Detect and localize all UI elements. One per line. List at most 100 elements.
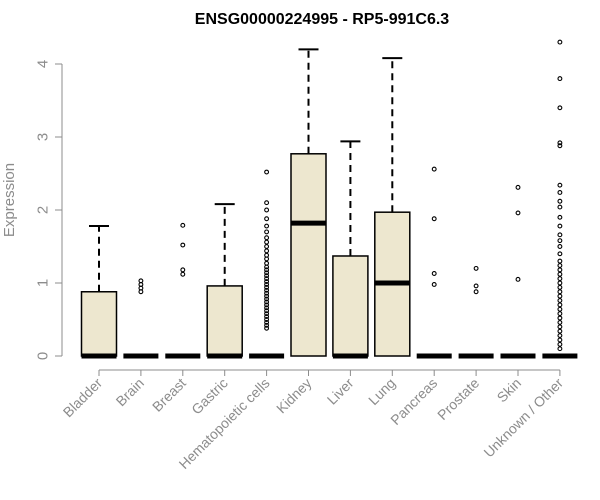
outlier-point: [264, 296, 270, 302]
x-tick-label: Breast: [149, 375, 189, 415]
box-skin: [500, 184, 536, 359]
x-tick-label: Pancreas: [387, 375, 440, 428]
box-prostate: [458, 265, 494, 359]
outlier-point: [557, 204, 563, 210]
outlier-point: [264, 290, 270, 296]
box-breast: [165, 222, 201, 359]
outlier-point: [557, 284, 563, 290]
outlier-point: [557, 190, 563, 195]
outlier-point: [264, 229, 270, 235]
outlier-point: [264, 248, 270, 254]
y-tick-label: 2: [34, 206, 51, 214]
outlier-point: [264, 302, 270, 308]
outlier-point: [264, 322, 270, 328]
outlier-point: [264, 216, 270, 222]
outlier-point: [264, 235, 270, 241]
outlier-point: [180, 267, 186, 273]
outlier-point: [264, 200, 270, 206]
outlier-point: [557, 267, 563, 273]
outlier-point: [138, 278, 144, 284]
outlier-point: [473, 283, 479, 289]
outlier-point: [264, 287, 270, 293]
outlier-point: [264, 273, 270, 279]
outlier-point: [264, 282, 270, 287]
outlier-point: [264, 223, 270, 229]
x-tick-label: Brain: [113, 375, 147, 409]
x-tick-label: Prostate: [434, 375, 482, 423]
outlier-point: [557, 293, 563, 299]
box-body: [290, 153, 327, 357]
y-tick-label: 1: [34, 279, 51, 287]
outlier-point: [557, 198, 563, 204]
outlier-point: [557, 337, 563, 343]
box-body: [332, 255, 369, 357]
box-body: [206, 285, 243, 357]
x-tick-label: Lung: [365, 375, 398, 408]
outlier-point: [557, 333, 563, 339]
y-tick-label: 4: [34, 60, 51, 68]
outlier-point: [180, 242, 186, 248]
outlier-point: [515, 276, 521, 282]
outlier-point: [557, 324, 563, 330]
outlier-point: [473, 289, 479, 295]
x-tick-label: Unknown / Other: [480, 375, 566, 461]
y-axis-label: Expression: [1, 163, 18, 237]
box-liver: [332, 140, 369, 359]
outlier-point: [557, 311, 563, 317]
y-tick-label: 0: [34, 352, 51, 360]
outlier-point: [557, 251, 563, 257]
outlier-point: [557, 143, 563, 149]
x-tick-label: Skin: [494, 375, 525, 406]
outlier-point: [431, 271, 437, 276]
outlier-point: [557, 276, 563, 282]
outlier-point: [264, 279, 270, 284]
outlier-point: [264, 311, 270, 317]
outlier-point: [557, 223, 563, 229]
outlier-point: [515, 184, 521, 190]
outlier-point: [557, 306, 563, 312]
outlier-point: [264, 260, 270, 266]
outlier-point: [264, 317, 270, 322]
outlier-point: [557, 298, 563, 303]
outlier-point: [557, 232, 563, 238]
box-brain: [123, 278, 159, 359]
outlier-point: [557, 271, 563, 277]
outlier-point: [264, 293, 270, 299]
chart-title: ENSG00000224995 - RP5-991C6.3: [195, 11, 449, 28]
outlier-point: [557, 39, 563, 45]
x-tick-label: Bladder: [60, 375, 106, 421]
outlier-point: [264, 325, 270, 331]
y-tick-label: 3: [34, 133, 51, 141]
outlier-point: [557, 214, 563, 220]
outlier-point: [264, 267, 270, 273]
box-hematopoietic-cells: [249, 169, 285, 359]
outlier-point: [431, 216, 437, 222]
outlier-point: [264, 308, 270, 314]
outlier-point: [557, 346, 563, 352]
outlier-point: [264, 276, 270, 282]
outlier-point: [264, 305, 270, 311]
outlier-point: [264, 284, 270, 290]
outlier-point: [557, 319, 563, 325]
outlier-point: [557, 315, 563, 321]
outlier-point: [180, 222, 186, 228]
outlier-point: [264, 207, 270, 213]
box-lung: [374, 57, 411, 357]
outlier-point: [515, 210, 521, 216]
box-body: [80, 291, 118, 357]
outlier-point: [264, 314, 270, 320]
box-group: [80, 39, 578, 359]
outlier-point: [557, 302, 563, 308]
outlier-point: [264, 169, 270, 175]
x-tick-label: Liver: [324, 375, 357, 408]
x-tick-label: Kidney: [273, 375, 315, 417]
y-axis: 0 1 2 3 4: [34, 60, 63, 360]
outlier-point: [557, 280, 563, 286]
box-bladder: [80, 225, 118, 359]
outlier-point: [264, 244, 270, 249]
outlier-point: [557, 182, 563, 188]
box-kidney: [290, 48, 327, 357]
outlier-point: [264, 239, 270, 245]
outlier-point: [264, 252, 270, 258]
